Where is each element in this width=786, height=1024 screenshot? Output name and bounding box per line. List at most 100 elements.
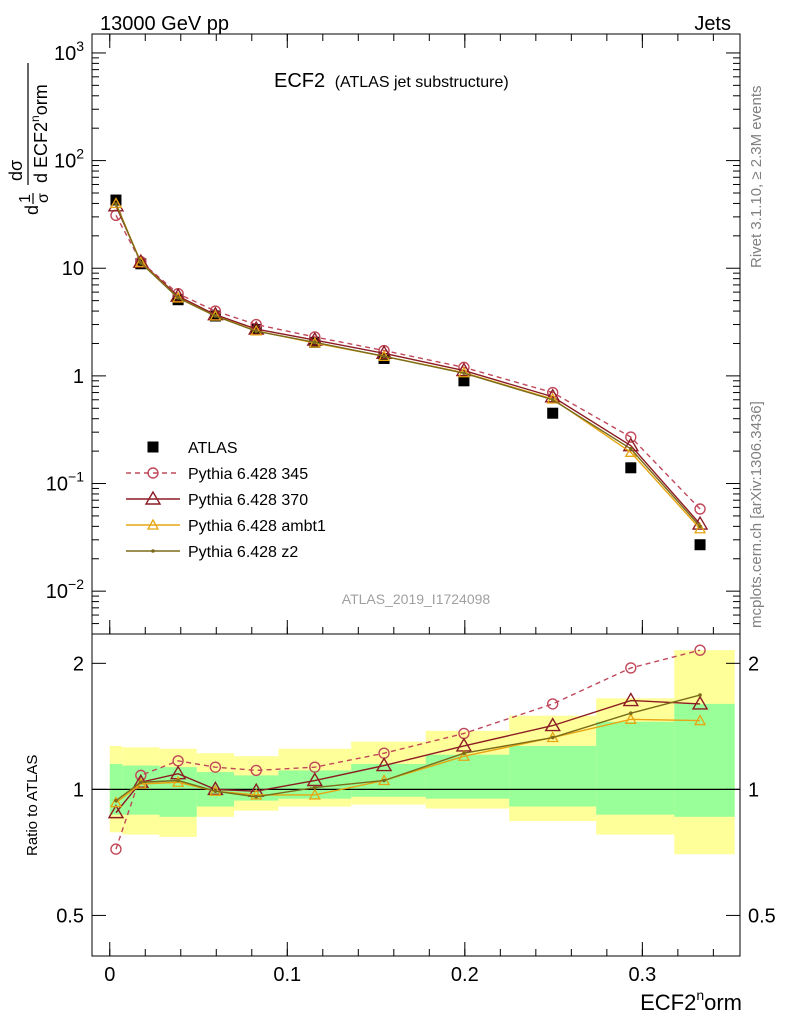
svg-text:σ: σ bbox=[35, 193, 52, 203]
ratio-point-s2-5 bbox=[308, 788, 321, 800]
ratio-plot-frame bbox=[91, 633, 741, 957]
main-point-s2-5 bbox=[306, 331, 324, 346]
ratio-point-s0-3 bbox=[209, 761, 222, 773]
main-point-s2-4 bbox=[248, 320, 265, 335]
ratio-point-s0-1 bbox=[135, 769, 147, 782]
ratio-point-s1-5 bbox=[306, 772, 324, 787]
ratio-series-line-1 bbox=[115, 699, 701, 814]
xlabel-sup: n bbox=[696, 987, 704, 1003]
ratio-point-s1-9 bbox=[622, 692, 640, 707]
main-point-s2-6 bbox=[375, 344, 393, 360]
main-series-line-2 bbox=[115, 205, 701, 525]
ratio-band-green-9 bbox=[596, 721, 675, 815]
legend-marker-4 bbox=[151, 549, 155, 553]
ratio-band-green-8 bbox=[509, 745, 597, 807]
ratio-series-line-0 bbox=[115, 649, 701, 850]
x-tick-label-2: 0.2 bbox=[451, 964, 479, 986]
main-point-s2-8 bbox=[544, 388, 561, 403]
main-y-tick-label-1: 102 bbox=[54, 146, 84, 173]
ratio-point-s3-8 bbox=[550, 735, 555, 740]
ylabel-pre-den: σ bbox=[35, 193, 52, 203]
main-point-s0-7 bbox=[458, 375, 470, 387]
ylabel-den-sup: n bbox=[28, 115, 42, 122]
main-point-s1-10 bbox=[694, 503, 706, 515]
x-tick-label-1: 0.1 bbox=[273, 964, 301, 986]
main-point-s3-0 bbox=[109, 197, 123, 209]
ratio-y-tick-label-right-2: 2 bbox=[748, 653, 759, 675]
analysis-watermark: ATLAS_2019_I1724098 bbox=[342, 591, 491, 607]
main-point-s4-7 bbox=[462, 371, 466, 375]
ratio-point-s0-9 bbox=[625, 662, 637, 674]
legend-label-3: Pythia 6.428 ambt1 bbox=[188, 518, 326, 535]
main-point-s4-8 bbox=[550, 397, 555, 402]
x-tick-label-0: 0 bbox=[104, 964, 115, 986]
ratio-point-s2-0 bbox=[109, 796, 123, 808]
y-axis-label: d 1 σ dσ d ECF2norm bbox=[6, 63, 52, 215]
ratio-point-s3-4 bbox=[254, 794, 259, 799]
svg-text:1: 1 bbox=[17, 194, 34, 203]
main-point-s4-3 bbox=[213, 314, 218, 318]
x-axis-label: ECF2norm bbox=[640, 987, 742, 1015]
xlabel-main: ECF2 bbox=[640, 990, 696, 1015]
legend-marker-2 bbox=[144, 490, 162, 505]
main-y-tick-label-0: 103 bbox=[54, 38, 84, 65]
main-point-s0-8 bbox=[547, 407, 559, 419]
ratio-point-s3-0 bbox=[114, 798, 118, 803]
main-point-s4-6 bbox=[382, 354, 386, 359]
plot-title: ECF2 (ATLAS jet substructure) bbox=[274, 70, 509, 92]
ratio-point-s1-10 bbox=[691, 695, 709, 710]
ratio-point-s1-8 bbox=[544, 717, 561, 732]
legend-label-4: Pythia 6.428 z2 bbox=[188, 544, 298, 561]
ratio-y-tick-label-right-1: 1 bbox=[748, 779, 759, 801]
main-point-s4-10 bbox=[698, 524, 702, 529]
main-point-s4-0 bbox=[114, 202, 118, 206]
ylabel-den: d ECF2 bbox=[31, 122, 51, 183]
side-text-rivet: Rivet 3.1.10, ≥ 2.3M events bbox=[748, 86, 765, 269]
svg-text:dσ: dσ bbox=[6, 160, 26, 181]
main-point-s3-1 bbox=[134, 256, 147, 268]
plot-title-sub: (ATLAS jet substructure) bbox=[335, 74, 509, 91]
main-y-tick-label-3: 1 bbox=[73, 366, 84, 388]
ratio-point-s0-4 bbox=[250, 764, 262, 777]
ylabel-num: dσ bbox=[6, 160, 26, 181]
ratio-series-line-2 bbox=[115, 718, 701, 804]
ratio-point-s2-9 bbox=[624, 712, 637, 724]
legend-marker-0 bbox=[147, 441, 159, 453]
ratio-point-s2-4 bbox=[250, 788, 263, 800]
main-point-s4-4 bbox=[254, 329, 259, 334]
main-y-tick-label-5: 10−2 bbox=[46, 576, 84, 603]
ratio-band-green-1 bbox=[122, 765, 160, 815]
ratio-y-tick-label-2: 2 bbox=[73, 653, 84, 675]
main-point-s4-1 bbox=[139, 261, 143, 265]
ratio-point-s1-3 bbox=[207, 780, 224, 796]
ratio-point-s3-6 bbox=[382, 778, 386, 783]
header-left: 13000 GeV pp bbox=[100, 13, 229, 35]
legend-marker-1 bbox=[147, 467, 159, 479]
legend-label-2: Pythia 6.428 370 bbox=[188, 492, 308, 509]
x-tick-label-3: 0.3 bbox=[628, 964, 656, 986]
legend-label-1: Pythia 6.428 345 bbox=[188, 466, 308, 483]
main-point-s3-10 bbox=[693, 522, 707, 534]
ratio-point-s3-3 bbox=[213, 789, 218, 794]
ratio-point-s1-0 bbox=[107, 804, 125, 819]
ylabel-den-tail: orm bbox=[31, 84, 51, 115]
main-point-s1-9 bbox=[625, 431, 637, 443]
main-point-s4-2 bbox=[176, 296, 180, 300]
ratio-point-s1-6 bbox=[375, 757, 393, 772]
side-text-mcplots: mcplots.cern.ch [arXiv:1306.3436] bbox=[748, 401, 765, 628]
ylabel-pre-num: 1 bbox=[17, 194, 34, 203]
main-y-tick-label-4: 10−1 bbox=[46, 469, 84, 496]
ratio-band-green-2 bbox=[159, 767, 197, 817]
ratio-point-s3-2 bbox=[176, 778, 180, 783]
ratio-point-s2-7 bbox=[457, 749, 471, 761]
main-y-tick-label-2: 10 bbox=[62, 258, 84, 280]
ratio-point-s3-1 bbox=[139, 780, 143, 785]
svg-text:d ECF2norm: d ECF2norm bbox=[28, 84, 51, 183]
header-right: Jets bbox=[694, 13, 731, 35]
ratio-point-s0-8 bbox=[547, 698, 559, 710]
main-point-s4-5 bbox=[313, 340, 317, 345]
main-point-s0-10 bbox=[694, 539, 706, 551]
ratio-point-s3-10 bbox=[698, 693, 702, 697]
ratio-point-s0-10 bbox=[694, 644, 706, 656]
